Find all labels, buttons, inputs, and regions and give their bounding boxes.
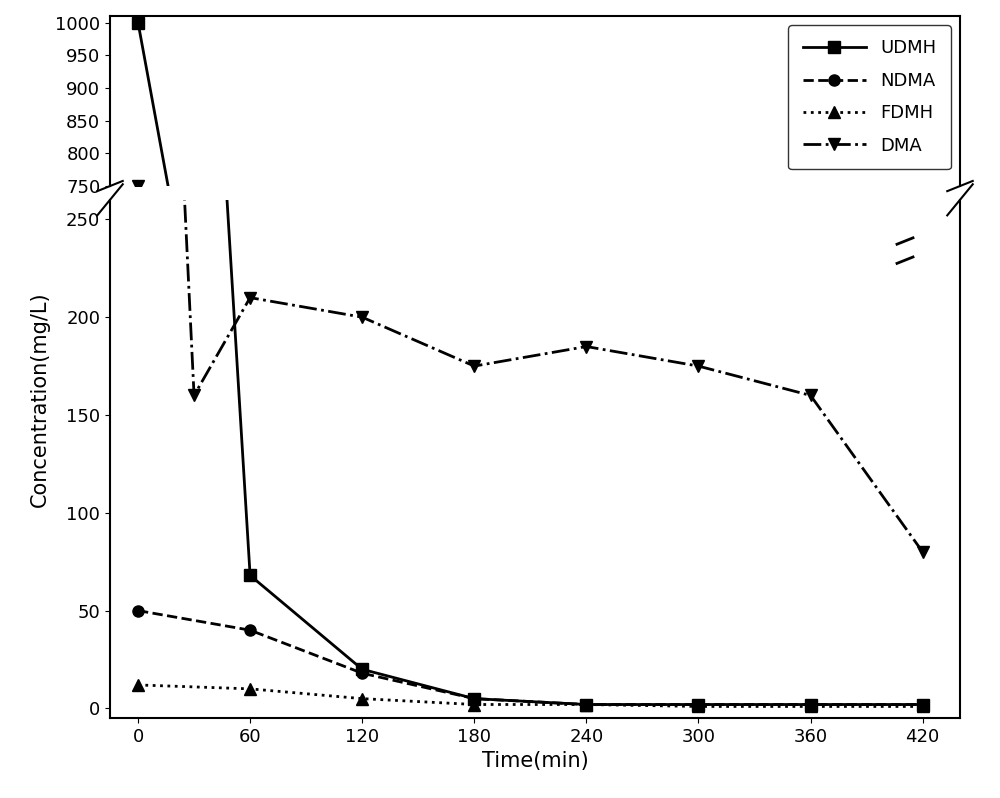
DMA [580, 551, 592, 560]
UDMH [356, 659, 368, 669]
UDMH [244, 571, 256, 580]
UDMH [692, 670, 704, 680]
UDMH [805, 670, 817, 680]
NDMA [356, 669, 368, 678]
Legend: UDMH, NDMA, FDMH, DMA: UDMH, NDMA, FDMH, DMA [788, 25, 951, 169]
Line: UDMH: UDMH [132, 17, 928, 681]
FDMH [580, 700, 592, 709]
Text: Concentration(mg/L): Concentration(mg/L) [30, 291, 50, 507]
FDMH [468, 700, 480, 709]
NDMA [917, 670, 929, 680]
NDMA [692, 700, 704, 709]
NDMA [805, 700, 817, 709]
DMA [468, 558, 480, 567]
FDMH [132, 680, 144, 689]
UDMH [468, 669, 480, 678]
UDMH [580, 670, 592, 680]
FDMH [356, 669, 368, 678]
UDMH [805, 700, 817, 709]
NDMA [244, 646, 256, 655]
DMA [917, 547, 929, 557]
FDMH [805, 671, 817, 681]
FDMH [805, 701, 817, 711]
UDMH [356, 665, 368, 674]
NDMA [580, 700, 592, 709]
Line: NDMA: NDMA [132, 605, 928, 710]
Line: DMA: DMA [132, 0, 928, 558]
FDMH [692, 701, 704, 711]
DMA [356, 541, 368, 551]
UDMH [244, 627, 256, 637]
DMA [188, 391, 200, 401]
FDMH [244, 684, 256, 693]
FDMH [244, 666, 256, 675]
NDMA [917, 700, 929, 709]
UDMH [917, 700, 929, 709]
FDMH [692, 671, 704, 681]
FDMH [917, 701, 929, 711]
DMA [132, 181, 144, 191]
NDMA [132, 639, 144, 649]
NDMA [244, 626, 256, 635]
NDMA [805, 670, 817, 680]
FDMH [468, 670, 480, 680]
UDMH [580, 700, 592, 709]
FDMH [580, 670, 592, 680]
UDMH [692, 700, 704, 709]
Line: NDMA: NDMA [132, 638, 928, 681]
NDMA [468, 669, 480, 678]
X-axis label: Time(min): Time(min) [482, 752, 588, 772]
DMA [356, 312, 368, 322]
Line: DMA: DMA [132, 180, 928, 630]
FDMH [356, 693, 368, 703]
DMA [692, 558, 704, 567]
UDMH [132, 18, 144, 27]
UDMH [917, 670, 929, 680]
DMA [917, 619, 929, 629]
FDMH [917, 671, 929, 681]
DMA [580, 342, 592, 351]
FDMH [132, 664, 144, 674]
DMA [244, 293, 256, 302]
Line: FDMH: FDMH [132, 663, 928, 681]
Line: FDMH: FDMH [132, 679, 928, 712]
DMA [692, 361, 704, 371]
NDMA [468, 693, 480, 703]
NDMA [692, 670, 704, 680]
DMA [805, 391, 817, 401]
DMA [805, 567, 817, 577]
NDMA [132, 606, 144, 615]
UDMH [468, 693, 480, 703]
Line: UDMH: UDMH [132, 0, 928, 710]
DMA [244, 535, 256, 544]
DMA [188, 567, 200, 577]
DMA [468, 361, 480, 371]
NDMA [356, 660, 368, 670]
NDMA [580, 670, 592, 680]
